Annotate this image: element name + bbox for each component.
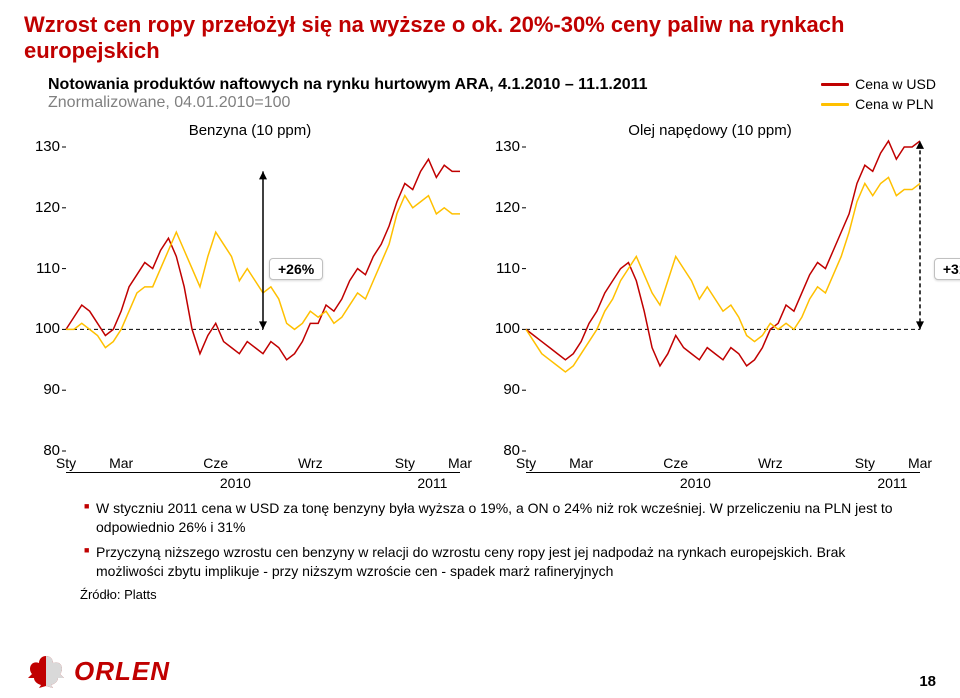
legend: Cena w USD Cena w PLN [821, 76, 936, 112]
bullets: W styczniu 2011 cena w USD za tonę benzy… [84, 499, 896, 581]
chart-left: Benzyna (10 ppm) 8090100110120130StyMarC… [24, 122, 476, 491]
legend-item-pln: Cena w PLN [821, 96, 936, 112]
eagle-icon [24, 652, 68, 690]
chart-box-right: 8090100110120130StyMarCzeWrzStyMar201020… [484, 141, 924, 491]
series-line [526, 177, 920, 372]
bullet-item: W styczniu 2011 cena w USD za tonę benzy… [84, 499, 896, 537]
subtitle-line1: Notowania produktów naftowych na rynku h… [48, 76, 648, 94]
page-title: Wzrost cen ropy przełożył się na wyższe … [24, 12, 936, 64]
year-line [66, 472, 405, 473]
year-line [405, 472, 460, 473]
series-line [526, 141, 920, 366]
year-line [526, 472, 865, 473]
year-label: 2011 [417, 475, 447, 491]
bullet-item: Przyczyną niższego wzrostu cen benzyny w… [84, 543, 896, 581]
charts-row: Benzyna (10 ppm) 8090100110120130StyMarC… [24, 122, 936, 491]
change-badge: +26% [269, 258, 323, 280]
legend-swatch-usd [821, 83, 849, 86]
chart-title-right: Olej napędowy (10 ppm) [484, 122, 936, 139]
year-label: 2010 [680, 475, 711, 491]
subtitle-line2: Znormalizowane, 04.01.2010=100 [48, 94, 648, 112]
page-number: 18 [919, 673, 936, 690]
legend-swatch-pln [821, 103, 849, 106]
legend-item-usd: Cena w USD [821, 76, 936, 92]
source-label: Źródło: Platts [80, 587, 936, 602]
chart-title-left: Benzyna (10 ppm) [24, 122, 476, 139]
year-label: 2010 [220, 475, 251, 491]
legend-label-pln: Cena w PLN [855, 96, 934, 112]
chart-svg [484, 141, 940, 461]
chart-right: Olej napędowy (10 ppm) 8090100110120130S… [484, 122, 936, 491]
year-label: 2011 [877, 475, 907, 491]
logo-text: ORLEN [74, 656, 170, 687]
change-badge: +31% [934, 258, 960, 280]
chart-svg [24, 141, 480, 461]
logo: ORLEN [24, 652, 170, 690]
legend-label-usd: Cena w USD [855, 76, 936, 92]
year-line [865, 472, 920, 473]
chart-box-left: 8090100110120130StyMarCzeWrzStyMar201020… [24, 141, 464, 491]
